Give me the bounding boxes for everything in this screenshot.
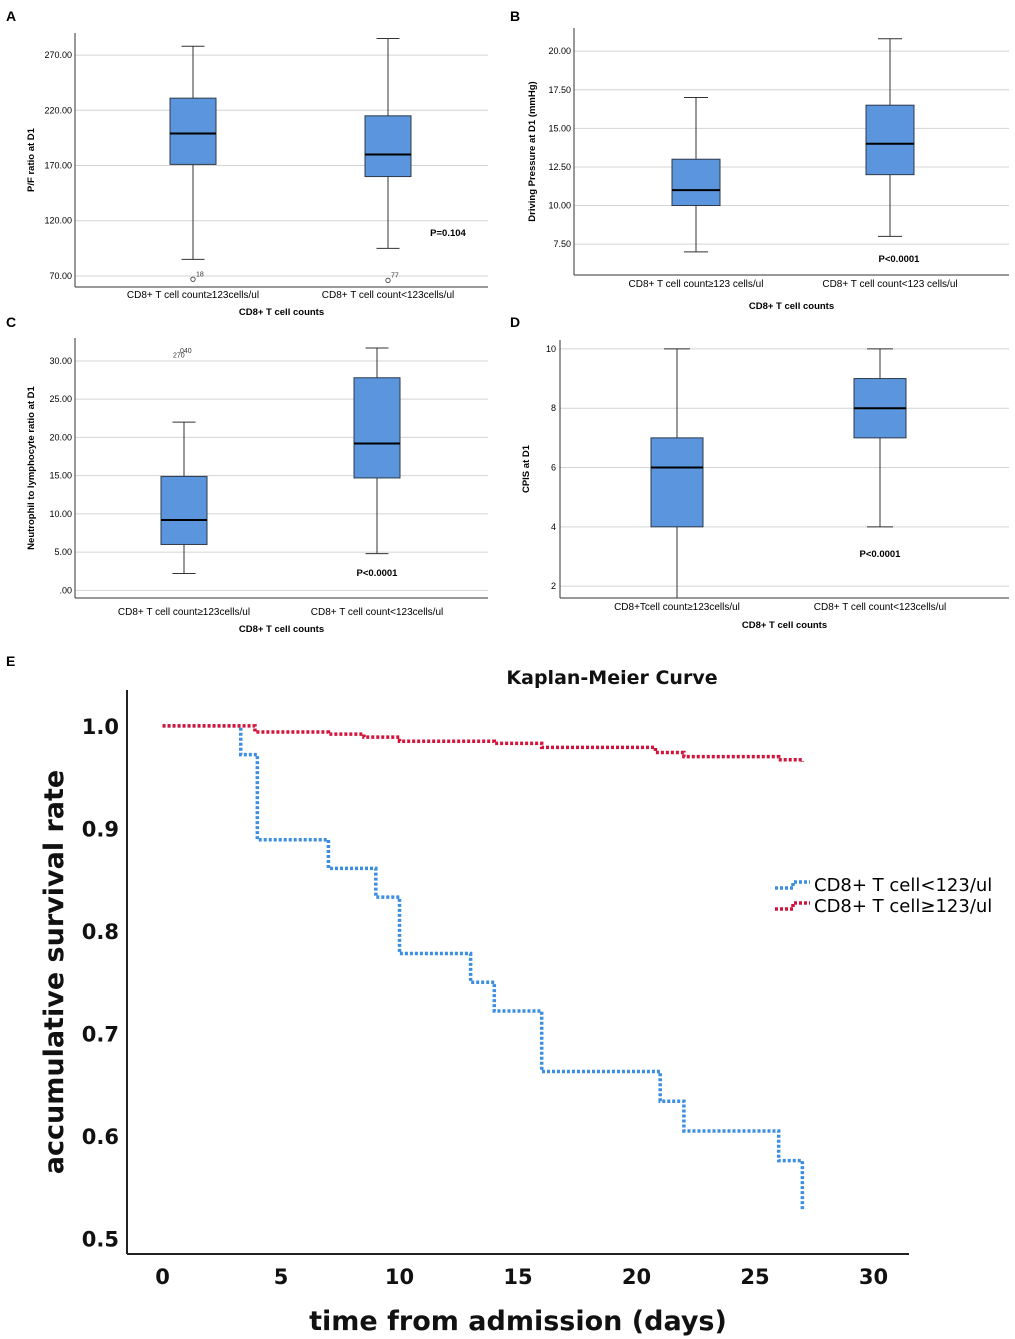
y-tick-label: 2 bbox=[551, 581, 556, 591]
y-axis-title: P/F ratio at D1 bbox=[26, 127, 37, 192]
p-value-annotation: P=0.104 bbox=[430, 228, 466, 239]
panel-label-c: C bbox=[6, 314, 16, 330]
outlier-label: 040 bbox=[180, 348, 192, 355]
y-tick-label: 70.00 bbox=[49, 271, 72, 281]
km-series-line bbox=[162, 724, 805, 1211]
y-tick-label: 7.50 bbox=[553, 239, 571, 249]
km-x-tick-label: 25 bbox=[740, 1265, 769, 1289]
legend-swatch bbox=[775, 901, 810, 911]
y-tick-label: 17.50 bbox=[548, 85, 571, 95]
y-tick-label: 15.00 bbox=[49, 471, 72, 481]
box-iqr bbox=[650, 437, 704, 528]
km-y-tick-label: 0.9 bbox=[82, 817, 119, 841]
outlier-label: 77 bbox=[391, 272, 399, 279]
outlier-point bbox=[385, 277, 391, 283]
km-y-tick-label: 1.0 bbox=[82, 715, 119, 739]
y-tick-label: 170.00 bbox=[44, 161, 72, 171]
x-axis-title: CD8+ T cell counts bbox=[239, 624, 324, 635]
y-tick-label: 270.00 bbox=[44, 50, 72, 60]
y-tick-label: 20.00 bbox=[548, 46, 571, 56]
p-value-annotation: P<0.0001 bbox=[860, 549, 902, 560]
x-axis-title: CD8+ T cell counts bbox=[742, 620, 827, 631]
y-tick-label: 10.00 bbox=[49, 509, 72, 519]
box-iqr bbox=[671, 158, 721, 207]
km-y-tick-label: 0.5 bbox=[82, 1228, 119, 1252]
y-tick-label: .00 bbox=[59, 585, 72, 595]
km-x-axis-title: time from admission (days) bbox=[309, 1306, 727, 1337]
km-y-tick-label: 0.6 bbox=[82, 1125, 119, 1149]
y-tick-label: 5.00 bbox=[54, 547, 72, 557]
outlier-label: 18 bbox=[196, 271, 204, 278]
y-axis-title: CPIS at D1 bbox=[521, 444, 532, 493]
km-x-tick-label: 20 bbox=[622, 1265, 651, 1289]
y-tick-label: 20.00 bbox=[49, 432, 72, 442]
p-value-annotation: P<0.0001 bbox=[357, 568, 399, 579]
y-tick-label: 12.50 bbox=[548, 162, 571, 172]
km-series-line bbox=[162, 724, 805, 762]
km-x-tick-label: 30 bbox=[859, 1265, 888, 1289]
y-tick-label: 6 bbox=[551, 463, 556, 473]
panel-label-b: B bbox=[510, 8, 520, 24]
y-tick-label: 30.00 bbox=[49, 356, 72, 366]
panel-label-d: D bbox=[510, 314, 520, 330]
outlier-point bbox=[190, 276, 196, 282]
box-iqr bbox=[169, 97, 217, 165]
chart-e-kaplan-meier: Kaplan-Meier Curve 0 5 10 15 20 25 30 0.5 0.6 0.7 0… bbox=[39, 667, 992, 1337]
km-y-tick-label: 0.8 bbox=[82, 920, 119, 944]
x-category-label: CD8+Tcell count≥123cells/ul bbox=[614, 602, 740, 613]
outlier-label: 270 bbox=[173, 352, 185, 359]
km-x-tick-label: 0 bbox=[155, 1265, 170, 1289]
box-iqr bbox=[865, 104, 915, 176]
x-category-label: CD8+ T cell count≥123 cells/ul bbox=[629, 279, 764, 290]
y-tick-label: 4 bbox=[551, 522, 556, 532]
km-title: Kaplan-Meier Curve bbox=[506, 667, 717, 689]
y-tick-label: 15.00 bbox=[548, 123, 571, 133]
x-category-label: CD8+ T cell count<123cells/ul bbox=[814, 602, 947, 613]
chart-a-box-plot: 70.00 120.00 170.00 220.00 270.00 18 CD8+ T ce… bbox=[26, 33, 488, 318]
y-axis-title: Neutrophil to lymphocyte ratio at D1 bbox=[26, 385, 37, 549]
x-category-label: CD8+ T cell count≥123cells/ul bbox=[118, 607, 250, 618]
km-x-tick-label: 15 bbox=[503, 1265, 532, 1289]
legend-entry: CD8+ T cell<123/ul bbox=[814, 875, 992, 896]
y-tick-label: 25.00 bbox=[49, 394, 72, 404]
box-iqr bbox=[353, 377, 401, 479]
x-category-label: CD8+ T cell count<123cells/ul bbox=[311, 607, 444, 618]
km-y-tick-label: 0.7 bbox=[82, 1023, 119, 1047]
y-axis-title: Driving Pressure at D1 (mmHg) bbox=[527, 81, 538, 221]
y-tick-label: 120.00 bbox=[44, 216, 72, 226]
panel-label-e: E bbox=[6, 653, 15, 669]
chart-b-box-plot: 7.50 10.00 12.50 15.00 17.50 20.00 CD8+ T cell… bbox=[527, 28, 1009, 312]
box-iqr bbox=[160, 475, 208, 545]
x-category-label: CD8+ T cell count<123cells/ul bbox=[322, 290, 455, 301]
legend-swatch bbox=[775, 880, 810, 890]
panel-label-a: A bbox=[6, 8, 16, 24]
y-tick-label: 10.00 bbox=[548, 201, 571, 211]
x-axis-title: CD8+ T cell counts bbox=[239, 307, 324, 318]
y-tick-label: 10 bbox=[546, 344, 556, 354]
y-tick-label: 220.00 bbox=[44, 105, 72, 115]
km-x-tick-label: 10 bbox=[385, 1265, 414, 1289]
p-value-annotation: P<0.0001 bbox=[879, 254, 921, 265]
km-x-tick-label: 5 bbox=[274, 1265, 289, 1289]
legend-entry: CD8+ T cell≥123/ul bbox=[814, 896, 992, 917]
km-y-axis-title: accumulative survival rate bbox=[39, 770, 70, 1174]
y-tick-label: 8 bbox=[551, 403, 556, 413]
x-category-label: CD8+ T cell count≥123cells/ul bbox=[127, 290, 259, 301]
x-category-label: CD8+ T cell count<123 cells/ul bbox=[822, 279, 957, 290]
box-iqr bbox=[364, 115, 412, 178]
x-axis-title: CD8+ T cell counts bbox=[749, 301, 834, 312]
